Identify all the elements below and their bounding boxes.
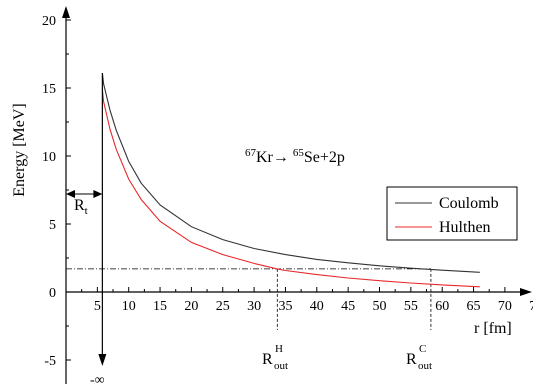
series-line-coulomb [101,72,480,273]
y-ticks: -5 0 5 10 15 20 [42,14,71,369]
y-tick-label: 20 [42,14,56,29]
y-tick-label: 5 [49,218,56,233]
y-tick-label: 10 [42,150,56,165]
rt-arrow-left [66,190,75,198]
svg-text:R: R [406,351,417,368]
reaction-label: 67Kr→ 65Se+2p [245,147,345,166]
x-tick-label: 5 [94,299,101,314]
y-tick-label: 0 [49,286,56,301]
x-tick-label: 45 [341,299,355,314]
x-tick-label: 15 [153,299,167,314]
x-tick-label: 40 [310,299,324,314]
x-tick-label: 65 [467,299,481,314]
series-layer [101,72,480,288]
svg-text:out: out [274,360,288,372]
x-axis-arrow [520,288,532,296]
y-tick-label: -5 [44,354,56,369]
y-axis-label: Energy [MeV] [11,103,28,196]
x-tick-label: 70 [498,299,512,314]
rt-down-arrow [98,354,107,366]
x-tick-label: 30 [247,299,261,314]
rt-label: Rt [74,197,88,217]
x-tick-label: 35 [278,299,292,314]
y-tick-label: 15 [42,82,56,97]
series-line-hulthen [101,89,480,288]
minus-infinity-label: -∞ [90,373,105,387]
x-axis-label: r [fm] [474,320,512,337]
svg-text:R: R [262,351,273,368]
legend-label-hulthen: Hulthen [439,219,491,236]
x-tick-label: 50 [373,299,387,314]
x-ticks: 5 10 15 20 25 30 35 40 45 50 55 60 65 70 75 [81,287,533,314]
x-tick-label: 75 [529,299,533,314]
x-tick-label: 10 [122,299,136,314]
svg-text:out: out [418,360,432,372]
rout-c-label: R C out [406,343,432,372]
legend-box [386,186,518,241]
rout-h-label: R H out [262,343,288,372]
legend-label-coulomb: Coulomb [439,195,499,212]
x-tick-label: 55 [404,299,418,314]
svg-text:H: H [275,343,283,355]
plot-area: 5 10 15 20 25 30 35 40 45 50 55 60 65 70 75 -5 0 5 10 15 20… [11,6,533,384]
x-tick-label: 25 [216,299,230,314]
x-tick-label: 20 [184,299,198,314]
svg-text:C: C [419,343,426,355]
legend: Coulomb Hulthen [386,186,518,241]
rt-arrow-right [93,190,103,198]
y-axis-arrow [62,6,70,18]
x-tick-label: 60 [435,299,449,314]
